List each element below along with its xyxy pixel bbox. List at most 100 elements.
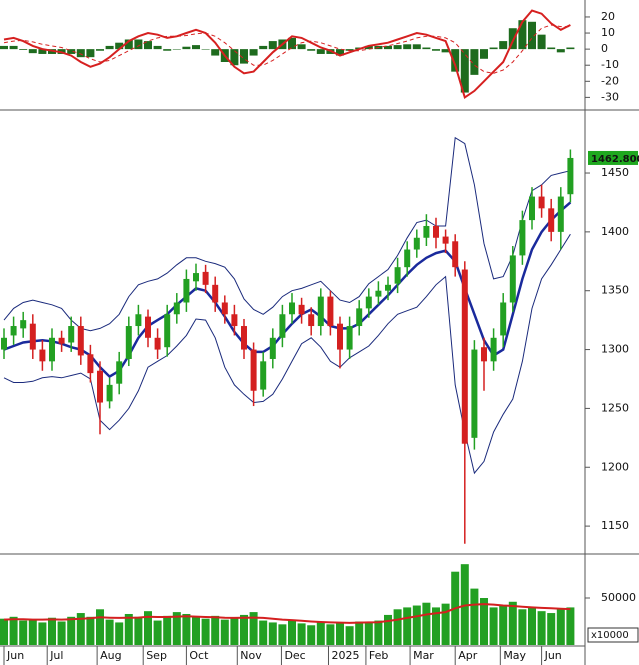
- y-tick-label: 20: [601, 10, 615, 23]
- x-tick-label: Dec: [284, 649, 305, 662]
- x-tick-label: Oct: [189, 649, 209, 662]
- histogram-bar: [182, 46, 191, 50]
- volume-bar: [134, 616, 143, 645]
- candle-body: [404, 249, 411, 268]
- histogram-bar: [316, 49, 325, 54]
- candle-body: [298, 304, 305, 315]
- volume-bar: [105, 619, 114, 645]
- volume-bar: [19, 620, 28, 645]
- volume-bar: [201, 618, 210, 645]
- candle-body: [202, 271, 209, 285]
- volume-bar: [336, 623, 344, 645]
- volume-bar: [182, 613, 191, 645]
- histogram-bar: [192, 45, 200, 50]
- histogram-bar: [470, 49, 479, 75]
- unit-note: x10000: [591, 630, 629, 641]
- histogram-bar: [96, 49, 104, 51]
- candle-body: [557, 196, 564, 232]
- histogram-bar: [9, 45, 18, 50]
- volume-bar: [38, 622, 47, 645]
- volume-bar: [230, 617, 239, 645]
- histogram-bar: [288, 37, 296, 50]
- y-tick-label: 0: [601, 42, 608, 55]
- histogram-bar: [393, 45, 402, 50]
- histogram-bar: [144, 41, 152, 50]
- histogram-bar: [230, 49, 239, 66]
- candle-body: [346, 326, 353, 350]
- volume-bar: [278, 624, 287, 645]
- volume-bar: [393, 609, 402, 645]
- volume-bar: [96, 609, 104, 645]
- histogram-bar: [422, 47, 431, 50]
- candle-body: [385, 284, 391, 291]
- volume-bar: [153, 620, 162, 645]
- candle-body: [125, 326, 132, 359]
- histogram-bar: [480, 49, 488, 59]
- candle-body: [116, 361, 123, 384]
- candle-body: [375, 290, 382, 297]
- candle-body: [519, 220, 526, 256]
- y-tick-label: 1150: [601, 519, 629, 532]
- volume-bar: [124, 613, 133, 645]
- candle-body: [394, 267, 401, 284]
- histogram-bar: [518, 20, 527, 50]
- y-tick-label: 1200: [601, 460, 629, 473]
- histogram-bar: [441, 49, 450, 53]
- volume-bar: [412, 605, 421, 645]
- volume-bar: [422, 602, 431, 645]
- histogram-bar: [489, 47, 498, 50]
- histogram-bar: [268, 41, 277, 50]
- candle-body: [529, 196, 535, 221]
- volume-bar: [211, 615, 220, 645]
- histogram-bar: [105, 45, 114, 50]
- histogram-bar: [528, 21, 536, 50]
- volume-bar: [355, 621, 364, 645]
- y-tick-label: 10: [601, 26, 615, 39]
- line-series: [3, 201, 572, 379]
- volume-bar: [528, 607, 536, 645]
- line-series: [3, 603, 571, 624]
- x-tick-label: Jul: [49, 649, 63, 662]
- candle-body: [433, 225, 439, 238]
- volume-bar: [268, 622, 277, 645]
- candle-body: [87, 354, 94, 374]
- histogram-bar: [307, 49, 316, 51]
- histogram-bar: [115, 42, 124, 50]
- y-tick-label: 1350: [601, 284, 629, 297]
- histogram-bar: [76, 49, 85, 58]
- candle-body: [423, 225, 430, 238]
- histogram-bar: [460, 49, 469, 93]
- histogram-bar: [153, 45, 162, 50]
- x-tick-label: Sep: [146, 649, 167, 662]
- histogram-bar: [566, 47, 575, 50]
- histogram-bar: [38, 49, 47, 54]
- histogram-bar: [86, 49, 95, 58]
- histogram-bar: [412, 44, 421, 50]
- histogram-bar: [403, 44, 412, 50]
- histogram-bar: [211, 49, 220, 56]
- candle-body: [106, 384, 113, 402]
- volume-bar: [480, 598, 488, 645]
- candle-body: [413, 237, 420, 250]
- candle-body: [356, 308, 363, 327]
- x-tick-label: Apr: [458, 649, 478, 662]
- volume-bar: [220, 619, 229, 645]
- volume-bar: [163, 615, 172, 645]
- candle-body: [337, 323, 343, 350]
- candle-body: [279, 314, 286, 338]
- candle-body: [212, 284, 219, 303]
- volume-bar: [508, 601, 517, 645]
- candle-body: [490, 337, 497, 362]
- histogram-bar: [345, 49, 354, 51]
- line-series: [3, 24, 571, 74]
- x-tick-label: Feb: [369, 649, 388, 662]
- volume-bar: [345, 626, 354, 645]
- volume-bar: [249, 612, 258, 645]
- volume-bar: [537, 611, 546, 645]
- unit-box: [587, 627, 639, 643]
- x-tick-label: Mar: [413, 649, 434, 662]
- candle-body: [471, 349, 478, 438]
- x-tick-label: Aug: [100, 649, 121, 662]
- candle-body: [442, 236, 449, 244]
